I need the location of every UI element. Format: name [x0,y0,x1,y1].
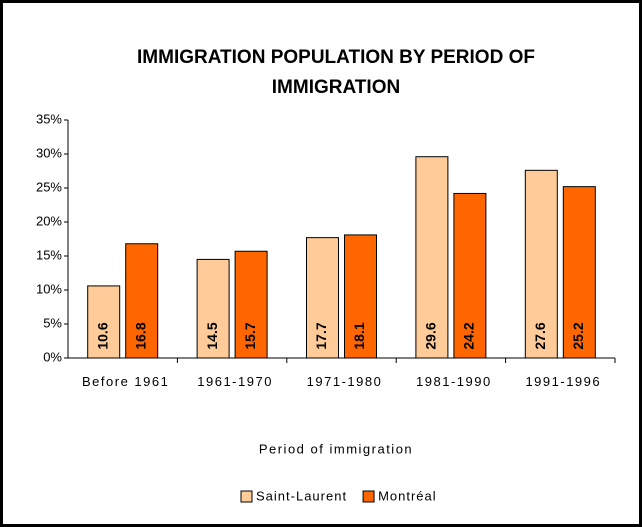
value-label: 15.7 [242,322,258,349]
legend-swatch [241,491,252,502]
x-tick-label: 1981-1990 [409,372,499,392]
value-label: 24.2 [461,322,477,349]
chart-frame: IMMIGRATION POPULATION BY PERIOD OFIMMIG… [0,0,642,527]
x-tick-label: 1991-1996 [518,372,608,392]
legend-swatch [363,491,374,502]
y-tick-label: 30% [36,145,62,160]
value-label: 18.1 [351,322,367,349]
value-label: 29.6 [423,322,439,349]
value-label: 16.8 [132,322,148,349]
value-label: 10.6 [94,322,110,349]
value-label: 27.6 [532,322,548,349]
value-label: 17.7 [313,322,329,349]
y-tick-label: 0% [43,349,62,364]
legend-label: Saint-Laurent [256,488,347,503]
legend-label: Montréal [378,488,437,503]
value-label: 25.2 [570,322,586,349]
x-tick-label: 1971-1980 [300,372,390,392]
y-tick-label: 20% [36,213,62,228]
y-tick-label: 15% [36,247,62,262]
y-tick-label: 10% [36,281,62,296]
x-tick-label: Before 1961 [81,372,171,392]
y-tick-label: 5% [43,315,62,330]
y-tick-label: 35% [36,111,62,126]
x-tick-label: 1961-1970 [190,372,280,392]
y-tick-label: 25% [36,179,62,194]
x-axis-label: Period of immigration [259,441,413,456]
value-label: 14.5 [204,322,220,349]
